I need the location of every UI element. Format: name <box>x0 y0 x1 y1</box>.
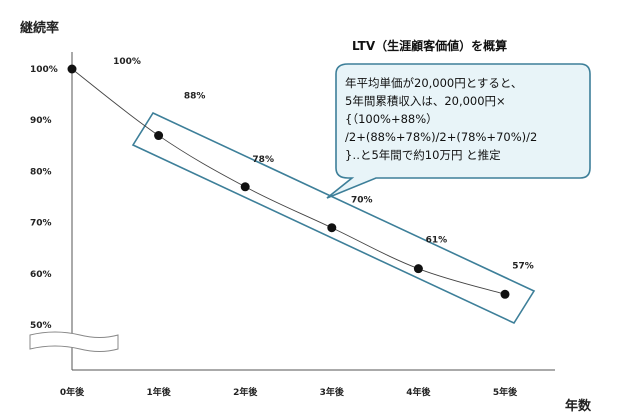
callout-line: 5年間累積収入は、20,000円× <box>345 94 506 108</box>
x-tick-label: 5年後 <box>493 386 518 398</box>
y-tick-label: 100% <box>30 65 58 75</box>
y-tick-label: 80% <box>30 167 52 177</box>
data-label: 61% <box>426 236 448 246</box>
x-tick-label: 3年後 <box>320 386 345 398</box>
chart-title: LTV（生涯顧客価値）を概算 <box>352 38 507 53</box>
callout-line: {（100%+88%） <box>345 112 438 126</box>
callout-bubble <box>326 63 591 199</box>
data-label: 100% <box>113 57 141 67</box>
series-line <box>71 68 506 295</box>
axis-break-symbol <box>29 331 119 352</box>
x-tick-label: 2年後 <box>233 386 258 398</box>
x-tick-label: 1年後 <box>146 386 171 398</box>
callout-text: 年平均単価が20,000円とすると、 5年間累積収入は、20,000円× {（1… <box>345 74 585 164</box>
x-tick-labels: 0年後 1年後 2年後 3年後 4年後 5年後 <box>60 386 518 398</box>
y-axis-title: 継続率 <box>20 20 59 36</box>
x-tick-label: 4年後 <box>406 386 431 398</box>
callout-line: /2+(88%+78%)/2+(78%+70%)/2 <box>345 130 538 144</box>
callout-line: }‥と5年間で約10万円 と推定 <box>345 148 501 162</box>
data-point <box>500 289 510 299</box>
x-tick-label: 0年後 <box>60 386 85 398</box>
data-label: 70% <box>351 196 373 206</box>
data-point <box>413 264 423 274</box>
y-tick-label: 70% <box>30 219 52 229</box>
callout-line: 年平均単価が20,000円とすると、 <box>345 76 523 90</box>
y-tick-label: 60% <box>30 270 52 280</box>
highlight-band <box>131 111 536 325</box>
y-tick-label: 50% <box>30 321 52 331</box>
data-point <box>154 131 164 141</box>
data-point <box>240 182 250 192</box>
data-point <box>327 223 337 233</box>
x-axis-title: 年数 <box>565 398 592 414</box>
y-tick-labels: 100% 90% 80% 70% 60% 50% <box>30 65 58 331</box>
data-markers <box>67 64 510 299</box>
y-tick-label: 90% <box>30 116 52 126</box>
data-label: 57% <box>512 261 534 271</box>
data-labels: 100% 88% 78% 70% 61% 57% <box>113 57 534 271</box>
data-label: 88% <box>184 92 206 102</box>
data-point <box>67 64 77 74</box>
data-label: 78% <box>252 155 274 165</box>
